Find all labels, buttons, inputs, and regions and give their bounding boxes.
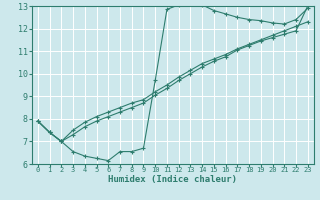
X-axis label: Humidex (Indice chaleur): Humidex (Indice chaleur) xyxy=(108,175,237,184)
